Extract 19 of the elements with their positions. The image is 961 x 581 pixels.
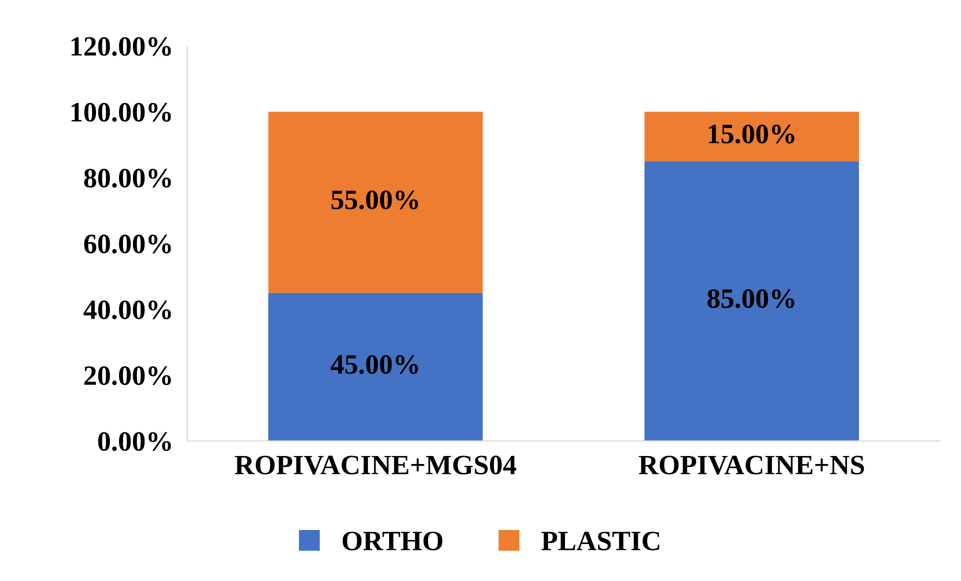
bar bbox=[268, 292, 483, 441]
data-label: 45.00% bbox=[330, 355, 418, 374]
x-tick-label: ROPIVACINE+NS bbox=[638, 456, 864, 475]
data-label: 15.00% bbox=[708, 124, 794, 144]
y-tick-label: 60.00% bbox=[84, 234, 171, 254]
y-tick-label: 20.00% bbox=[84, 366, 171, 386]
bar bbox=[268, 112, 483, 293]
y-tick-label: 0.00% bbox=[98, 432, 171, 452]
data-label: 85.00% bbox=[708, 289, 794, 308]
x-tick-label: ROPIVACINE+MGS04 bbox=[234, 456, 516, 475]
y-tick-label: 80.00% bbox=[84, 168, 171, 188]
bar bbox=[644, 112, 859, 162]
y-tick-label: 40.00% bbox=[84, 300, 171, 320]
legend-label: PLASTIC bbox=[541, 532, 660, 550]
y-tick-label: 100.00% bbox=[72, 102, 171, 122]
data-label: 55.00% bbox=[331, 190, 418, 210]
legend-label: ORTHO bbox=[342, 532, 442, 550]
bar bbox=[644, 161, 859, 441]
y-tick-label: 120.00% bbox=[72, 37, 171, 56]
